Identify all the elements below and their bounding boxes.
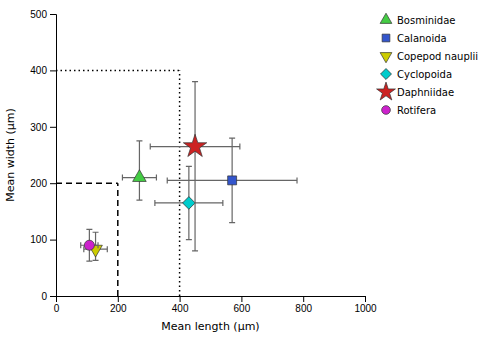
plot: 0 200 400 600 800 1000 0 100 200 300 400 500 Mean le… — [4, 9, 377, 333]
point — [183, 134, 206, 156]
tick-label: 400 — [172, 303, 189, 314]
reference-line — [56, 70, 180, 72]
legend-item: Bosminidae — [380, 13, 455, 25]
tick-mark — [50, 240, 56, 241]
tick-mark — [365, 296, 366, 302]
tick-label: 1000 — [354, 303, 377, 314]
tick-label: 0 — [54, 303, 60, 314]
legend: Bosminidae Calanoida Copepod nauplii Cyclop… — [377, 13, 479, 115]
tick-label: 100 — [30, 234, 47, 245]
x-axis-line — [57, 297, 366, 303]
tick-mark — [50, 70, 56, 71]
tick-label: 300 — [30, 122, 47, 133]
series — [155, 166, 223, 239]
x-axis: 0 200 400 600 800 1000 — [54, 296, 377, 314]
legend-item: Calanoida — [382, 33, 447, 44]
legend-item: Cyclopoida — [381, 69, 452, 80]
series — [81, 229, 98, 261]
tick-mark — [241, 296, 242, 302]
point — [133, 170, 147, 182]
tick-label: 500 — [30, 9, 47, 20]
marks — [56, 70, 297, 296]
point — [84, 240, 94, 250]
tick-label: 400 — [30, 65, 47, 76]
tick: 200 — [110, 296, 127, 314]
tick: 1000 — [354, 296, 377, 314]
tick-mark — [50, 296, 56, 297]
legend-label: Daphniidae — [397, 87, 454, 98]
legend-symbol — [377, 82, 396, 100]
reference-line — [179, 70, 181, 296]
tick-label: 600 — [234, 303, 251, 314]
series — [84, 232, 107, 260]
y-axis: 0 100 200 300 400 500 — [30, 9, 56, 302]
reference-line — [56, 182, 118, 184]
y-axis-line — [50, 15, 57, 297]
tick: 300 — [30, 122, 56, 133]
tick: 0 — [41, 291, 56, 302]
tick: 0 — [54, 296, 60, 314]
tick-label: 0 — [41, 291, 47, 302]
reference-line — [117, 183, 119, 296]
tick-label: 200 — [30, 178, 47, 189]
series — [167, 138, 297, 223]
point — [228, 176, 237, 185]
tick: 600 — [234, 296, 251, 314]
legend-symbol — [380, 53, 392, 63]
tick-mark — [180, 296, 181, 302]
legend-label: Copepod nauplii — [397, 51, 478, 62]
tick-mark — [118, 296, 119, 302]
tick-label: 800 — [295, 303, 312, 314]
tick-mark — [303, 296, 304, 302]
legend-item: Copepod nauplii — [380, 51, 478, 63]
error-bar-y — [192, 82, 198, 251]
legend-label: Cyclopoida — [397, 69, 452, 80]
series — [122, 141, 156, 200]
tick: 100 — [30, 234, 56, 245]
tick: 800 — [295, 296, 312, 314]
tick-mark — [50, 183, 56, 184]
legend-item: Rotifera — [382, 105, 437, 116]
legend-symbol — [382, 106, 391, 115]
x-axis-title: Mean length (μm) — [161, 320, 259, 333]
tick: 200 — [30, 178, 56, 189]
y-axis-title: Mean width (μm) — [4, 108, 17, 202]
tick: 500 — [30, 9, 56, 20]
legend-symbol — [381, 69, 392, 80]
tick-mark — [50, 14, 56, 15]
tick-label: 200 — [110, 303, 127, 314]
point — [183, 197, 196, 210]
tick: 400 — [172, 296, 189, 314]
legend-symbol — [382, 34, 390, 42]
tick-mark — [50, 127, 56, 128]
chart: 0 200 400 600 800 1000 0 100 200 300 400 500 Mean le… — [0, 0, 500, 338]
legend-label: Calanoida — [397, 33, 447, 44]
legend-symbol — [380, 13, 392, 23]
legend-item: Daphniidae — [377, 82, 454, 100]
tick: 400 — [30, 65, 56, 76]
legend-label: Bosminidae — [397, 15, 455, 26]
series — [150, 82, 240, 251]
legend-label: Rotifera — [397, 105, 436, 116]
